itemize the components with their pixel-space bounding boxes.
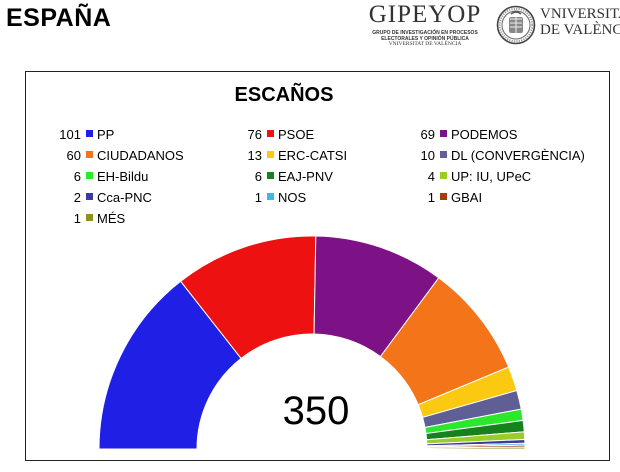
- legend-label: GBAI: [451, 190, 482, 205]
- legend-label: PODEMOS: [451, 127, 518, 142]
- legend-value: 10: [421, 148, 435, 163]
- legend-label: Cca-PNC: [97, 190, 152, 205]
- legend-swatch: [267, 193, 274, 200]
- university-seal-icon: [496, 5, 536, 45]
- legend-swatch: [86, 151, 93, 158]
- legend-value: 1: [255, 190, 262, 205]
- legend-label: EH-Bildu: [97, 169, 148, 184]
- legend-swatch: [267, 130, 274, 137]
- chart-frame: ESCAÑOS 101 PP 76 PSOE 69 PODEMOS 60 CIUDADANOS…: [25, 71, 610, 461]
- seat-segment: [426, 446, 526, 450]
- seat-arc: [98, 235, 526, 450]
- legend-value: 13: [248, 148, 262, 163]
- legend-swatch: [440, 151, 447, 158]
- legend-value: 2: [74, 190, 81, 205]
- university-name-line-2: DE VALÈNCIA: [540, 22, 620, 38]
- legend-swatch: [440, 193, 447, 200]
- legend-value: 1: [428, 190, 435, 205]
- legend-swatch: [86, 130, 93, 137]
- logo-subtitle-3: VNIVERSITAT DE VALÈNCIA: [388, 41, 462, 47]
- legend-value: 6: [255, 169, 262, 184]
- legend-value: 6: [74, 169, 81, 184]
- university-name: VNIVERSITAT DE VALÈNCIA: [540, 6, 620, 38]
- chart-title: ESCAÑOS: [235, 83, 334, 106]
- legend-swatch: [86, 172, 93, 179]
- legend-swatch: [86, 193, 93, 200]
- legend-label: ERC-CATSI: [278, 148, 347, 163]
- legend-value: 4: [428, 169, 435, 184]
- logo-name: GIPEYOP: [368, 1, 482, 28]
- legend-label: CIUDADANOS: [97, 148, 184, 163]
- legend-label: EAJ-PNV: [278, 169, 333, 184]
- legend-value: 1: [74, 211, 81, 226]
- legend-value: 60: [67, 148, 81, 163]
- legend-swatch: [267, 151, 274, 158]
- legend-label: PP: [97, 127, 114, 142]
- logo-subtitle-2: ELECTORALES Y OPINIÓN PÚBLICA: [381, 35, 469, 42]
- legend-label: UP: IU, UPeC: [451, 169, 531, 184]
- university-name-line-1: VNIVERSITAT: [540, 6, 620, 22]
- legend-value: 69: [421, 127, 435, 142]
- legend-swatch: [267, 172, 274, 179]
- legend-value: 101: [59, 127, 81, 142]
- logo-subtitle-1: GRUPO DE INVESTIGACIÓN EN PROCESOS: [372, 30, 478, 36]
- legend-swatch: [86, 214, 93, 221]
- legend-label: MÉS: [97, 211, 126, 226]
- legend-swatch: [440, 172, 447, 179]
- legend-label: PSOE: [278, 127, 314, 142]
- legend-value: 76: [248, 127, 262, 142]
- region-title: ESPAÑA: [6, 4, 112, 32]
- gipeyop-logo: GIPEYOP GRUPO DE INVESTIGACIÓN EN PROCES…: [360, 1, 490, 50]
- total-seats-label: 350: [283, 389, 350, 433]
- legend-label: NOS: [278, 190, 307, 205]
- legend-swatch: [440, 130, 447, 137]
- legend-label: DL (CONVERGÈNCIA): [451, 148, 585, 163]
